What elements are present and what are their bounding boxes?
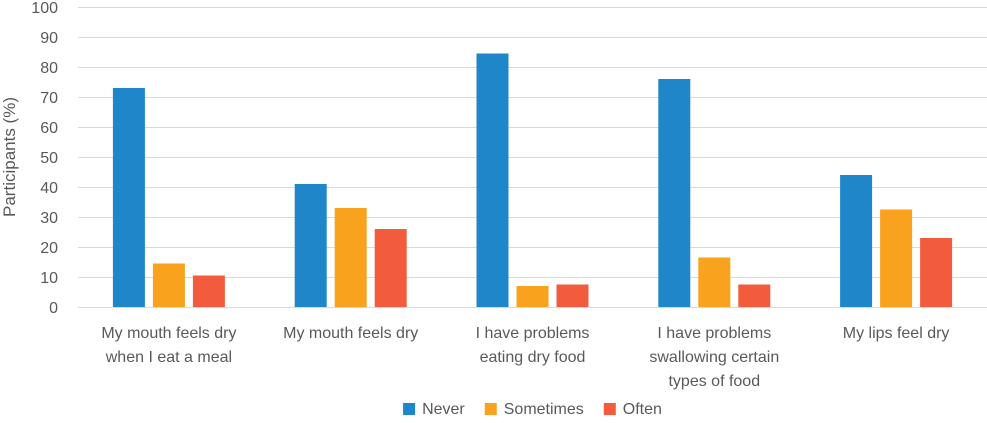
legend-label: Often [623, 401, 662, 418]
x-category-label-line: I have problems [476, 325, 590, 342]
bar-sometimes [152, 263, 185, 307]
bar-often [556, 284, 589, 307]
bar-never [112, 88, 145, 307]
x-category-label: My mouth feels dry when I eat a meal [101, 325, 236, 366]
x-category-label: I have problems swallowing certain types o… [649, 325, 779, 390]
y-tick-label: 0 [49, 300, 58, 317]
bar-never [840, 175, 873, 307]
legend-swatch [403, 403, 416, 415]
y-axis-ticks: 0 10 20 30 40 50 60 70 80 90 100 [31, 0, 58, 317]
y-tick-label: 100 [31, 0, 58, 17]
x-category-label-line: I have problems [657, 325, 771, 342]
bar-never [294, 184, 327, 307]
bar-sometimes [334, 208, 367, 307]
bar-sometimes [880, 209, 913, 307]
y-tick-label: 50 [40, 150, 58, 167]
y-axis-title: Participants (%) [0, 97, 19, 217]
y-tick-label: 20 [40, 240, 58, 257]
x-category-label: My lips feel dry [843, 325, 950, 342]
x-category-label-line: types of food [668, 373, 760, 390]
bar-never [476, 53, 509, 307]
bar-often [374, 229, 407, 307]
x-category-label-line: My mouth feels dry [101, 325, 236, 342]
y-tick-label: 60 [40, 120, 58, 137]
legend-label: Sometimes [504, 401, 584, 418]
legend-item-often: Often [603, 401, 662, 418]
bar-often [192, 275, 225, 307]
y-tick-label: 80 [40, 60, 58, 77]
y-tick-label: 30 [40, 210, 58, 227]
bars [112, 53, 953, 307]
x-category-label-line: My lips feel dry [843, 325, 950, 342]
bar-sometimes [516, 286, 549, 307]
bar-often [920, 238, 953, 307]
gridlines [78, 7, 987, 308]
x-category-label-line: My mouth feels dry [283, 325, 418, 342]
y-tick-label: 70 [40, 90, 58, 107]
legend-item-sometimes: Sometimes [484, 401, 584, 418]
y-tick-label: 90 [40, 30, 58, 47]
legend-item-never: Never [403, 401, 465, 418]
legend-swatch [484, 403, 497, 415]
legend-swatch [603, 403, 616, 415]
bar-sometimes [698, 257, 731, 307]
x-category-label: I have problems eating dry food [476, 325, 590, 366]
legend: Never Sometimes Often [403, 401, 662, 418]
bar-often [738, 284, 771, 307]
x-category-label-line: swallowing certain [649, 349, 779, 366]
x-category-label: My mouth feels dry [283, 325, 418, 342]
bar-never [658, 79, 691, 307]
y-tick-label: 40 [40, 180, 58, 197]
y-tick-label: 10 [40, 270, 58, 287]
x-category-label-line: when I eat a meal [105, 349, 232, 366]
legend-label: Never [422, 401, 465, 418]
x-category-label-line: eating dry food [480, 349, 586, 366]
